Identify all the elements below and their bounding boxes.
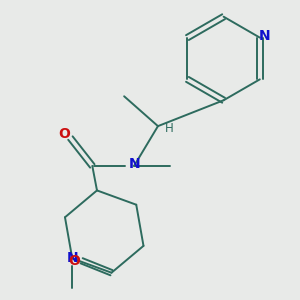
- Text: O: O: [58, 127, 70, 141]
- Text: H: H: [165, 122, 173, 135]
- Text: N: N: [66, 251, 78, 266]
- Text: O: O: [68, 254, 80, 268]
- Text: N: N: [259, 28, 270, 43]
- Text: N: N: [128, 157, 140, 171]
